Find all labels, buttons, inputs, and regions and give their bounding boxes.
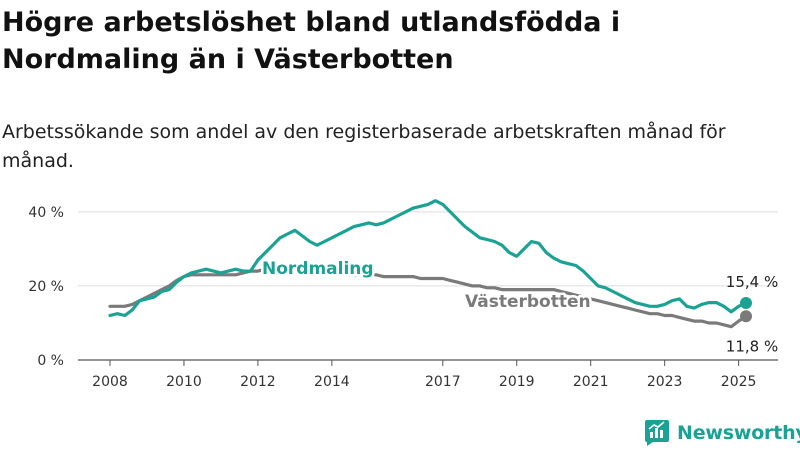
series-label-nordmaling: Nordmaling (262, 259, 374, 279)
end-value-label: 11,8 % (726, 337, 778, 355)
x-tick-label: 2025 (721, 374, 757, 390)
series-line-västerbotten (108, 267, 748, 329)
chart-title: Högre arbetslöshet bland utlandsfödda i … (2, 7, 621, 75)
newsworthy-brand: Newsworthy (644, 418, 800, 448)
x-tick-label: 2023 (647, 374, 683, 390)
x-tick-label: 2014 (314, 374, 350, 390)
x-tick-label: 2021 (573, 374, 609, 390)
x-tick-label: 2012 (240, 374, 276, 390)
end-value-label: 15,4 % (726, 273, 778, 291)
chart-logo-icon (645, 420, 669, 446)
end-point-marker (740, 310, 752, 323)
brand-name: Newsworthy (677, 422, 800, 444)
series-line-nordmaling (108, 199, 748, 318)
x-tick-label: 2019 (499, 374, 535, 390)
x-tick-label: 2017 (425, 374, 461, 390)
x-tick-label: 2010 (166, 374, 202, 390)
chart-subtitle: Arbetssökande som andel av den registerb… (2, 121, 726, 172)
y-tick-label: 40 % (28, 205, 64, 221)
x-tick-label: 2008 (92, 374, 128, 390)
end-point-marker (740, 296, 752, 309)
series-label-vasterbotten: Västerbotten (465, 292, 591, 312)
y-tick-label: 0 % (37, 353, 64, 369)
y-tick-label: 20 % (28, 279, 64, 295)
